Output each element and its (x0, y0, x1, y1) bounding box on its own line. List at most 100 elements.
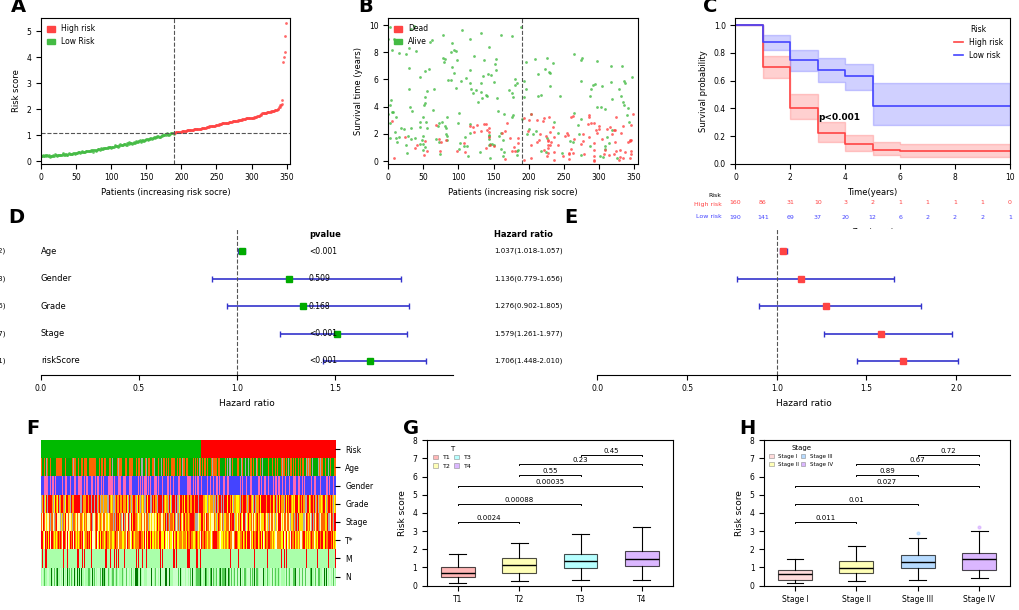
Point (616, 148, 633, 157)
Point (492, 145, 508, 154)
Point (164, 128, 180, 138)
Text: 20: 20 (841, 215, 848, 220)
Point (274, 95, 290, 104)
Point (466, 127, 482, 137)
Point (579, 120, 595, 129)
Point (97, 143, 113, 153)
Point (397, 49, 414, 59)
Point (92, 145, 108, 154)
Point (508, 151, 525, 160)
Point (380, 34, 396, 44)
Point (116, 139, 132, 149)
Point (130, 137, 147, 147)
Point (472, 79, 488, 88)
Point (83, 145, 99, 155)
Point (268, 105, 284, 115)
Point (533, 90, 549, 100)
Point (216, 118, 232, 128)
Point (171, 127, 187, 137)
Point (207, 121, 223, 131)
Point (623, 135, 639, 145)
Point (157, 129, 173, 139)
Point (510, 133, 526, 143)
Point (114, 140, 130, 149)
Point (593, 135, 609, 145)
Point (487, 65, 503, 75)
Text: 0.67: 0.67 (909, 457, 924, 463)
Point (170, 127, 186, 137)
Point (238, 113, 255, 123)
Point (450, 144, 467, 154)
Point (142, 134, 158, 144)
Point (221, 118, 237, 127)
Point (75, 147, 92, 157)
Point (466, 52, 482, 62)
Point (253, 109, 269, 119)
Point (519, 129, 535, 139)
Point (620, 137, 636, 147)
Point (455, 142, 472, 151)
Point (205, 121, 221, 131)
Point (154, 131, 170, 140)
Point (126, 137, 143, 147)
Text: 37: 37 (813, 215, 821, 220)
Point (138, 135, 154, 145)
Point (123, 138, 140, 148)
Point (602, 61, 619, 71)
Point (611, 146, 628, 156)
Point (508, 78, 525, 88)
Point (448, 55, 465, 65)
Text: 1.136(0.779-1.656): 1.136(0.779-1.656) (494, 275, 562, 282)
Point (381, 118, 397, 128)
Point (230, 115, 247, 125)
Point (429, 121, 445, 131)
Point (174, 126, 191, 136)
Point (623, 121, 639, 131)
Point (569, 120, 585, 129)
Point (264, 106, 280, 116)
Point (135, 135, 151, 145)
Point (436, 57, 452, 66)
Text: H: H (739, 419, 755, 439)
Point (565, 137, 581, 147)
Point (581, 142, 597, 151)
Point (168, 127, 184, 137)
Point (412, 138, 428, 148)
Point (399, 132, 416, 142)
Point (273, 99, 289, 109)
Point (619, 110, 635, 120)
Point (561, 136, 578, 146)
Point (565, 111, 581, 121)
Point (390, 132, 407, 142)
Point (583, 118, 599, 128)
Point (607, 146, 624, 156)
Point (251, 112, 267, 121)
Point (481, 154, 497, 163)
Text: <0.001: <0.001 (309, 246, 336, 256)
Point (585, 138, 601, 148)
Point (270, 104, 286, 113)
Point (68, 148, 85, 158)
Point (232, 115, 249, 125)
Point (539, 143, 555, 153)
Point (115, 140, 131, 150)
Point (148, 132, 164, 142)
Point (553, 148, 570, 158)
Point (145, 133, 161, 143)
Point (189, 124, 205, 134)
Point (276, 47, 292, 57)
Point (442, 48, 459, 57)
Point (196, 123, 212, 132)
Text: 0.55: 0.55 (541, 468, 557, 474)
Point (236, 114, 253, 124)
Text: 2: 2 (952, 215, 956, 220)
Point (77, 146, 94, 156)
Point (431, 135, 447, 145)
Point (470, 98, 486, 107)
Point (615, 76, 632, 85)
Point (90, 144, 106, 154)
Point (132, 136, 149, 146)
Point (385, 152, 401, 162)
Point (35, 150, 51, 160)
Point (478, 143, 494, 152)
